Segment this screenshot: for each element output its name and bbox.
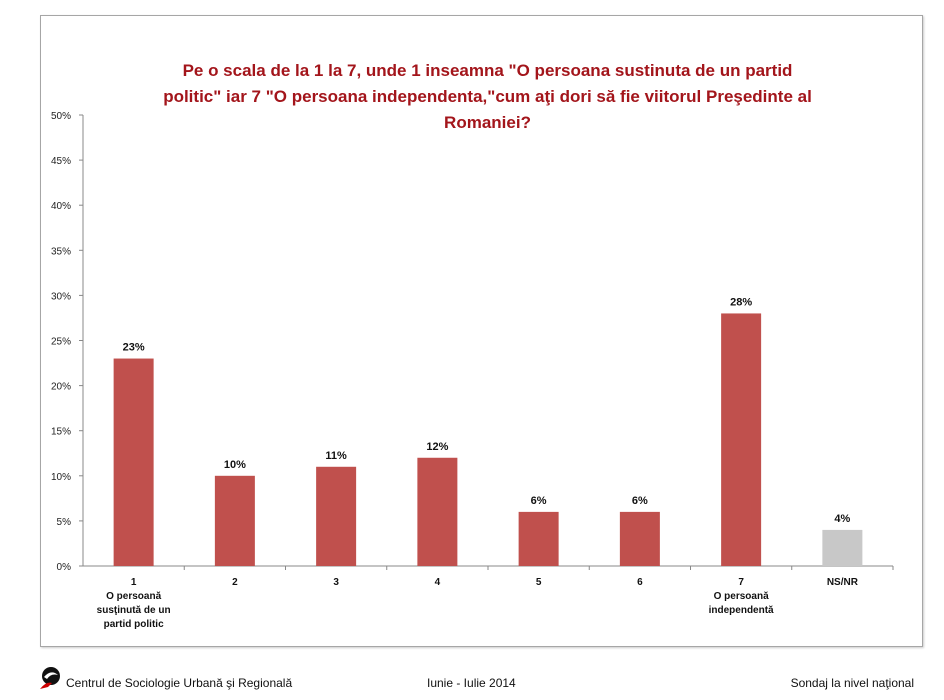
y-tick-label: 35%	[51, 246, 71, 257]
cssur-logo-icon	[40, 667, 60, 689]
data-label: 6%	[531, 495, 547, 507]
y-tick-label: 15%	[51, 427, 71, 438]
y-tick-label: 50%	[51, 111, 71, 122]
y-tick-label: 45%	[51, 156, 71, 167]
title-line: politic" iar 7 "O persoana independenta,…	[163, 87, 812, 106]
x-tick-label: 5	[536, 577, 542, 588]
data-label: 4%	[834, 513, 850, 525]
x-tick-sublabel: O persoană	[106, 591, 161, 602]
footer-organization: Centrul de Sociologie Urbană şi Regional…	[66, 676, 293, 690]
footer-period: Iunie - Iulie 2014	[427, 676, 516, 690]
x-tick-label: 1	[131, 577, 137, 588]
y-tick-label: 5%	[57, 517, 72, 528]
y-tick-label: 30%	[51, 291, 71, 302]
bar	[417, 457, 458, 566]
y-tick-label: 20%	[51, 382, 71, 393]
x-tick-label: 2	[232, 577, 238, 588]
chart-title: Pe o scala de la 1 la 7, unde 1 inseamna…	[140, 58, 835, 136]
y-tick-label: 0%	[57, 562, 72, 573]
bar	[214, 475, 255, 566]
data-label: 6%	[632, 495, 648, 507]
x-tick-label: 6	[637, 577, 643, 588]
x-tick-label: NS/NR	[827, 577, 859, 588]
bar	[113, 358, 154, 566]
y-tick-label: 40%	[51, 201, 71, 212]
bar	[721, 313, 762, 566]
y-tick-label: 10%	[51, 472, 71, 483]
data-label: 12%	[426, 441, 448, 453]
data-label: 10%	[224, 459, 246, 471]
x-tick-sublabel: O persoană	[714, 591, 769, 602]
x-tick-sublabel: partid politic	[104, 619, 164, 630]
chart-frame	[40, 15, 923, 647]
data-label: 11%	[325, 450, 347, 462]
x-tick-sublabel: susţinută de un	[97, 605, 171, 616]
x-tick-label: 4	[435, 577, 441, 588]
x-tick-label: 7	[738, 577, 744, 588]
title-line: Romaniei?	[444, 113, 531, 132]
y-tick-label: 25%	[51, 337, 71, 348]
bar	[619, 511, 660, 566]
bar	[316, 466, 357, 566]
x-tick-label: 3	[333, 577, 339, 588]
bar	[518, 511, 559, 566]
x-tick-sublabel: independentă	[709, 605, 774, 616]
data-label: 28%	[730, 296, 752, 308]
bar	[822, 529, 863, 566]
footer-survey: Sondaj la nivel naţional	[790, 676, 914, 690]
title-line: Pe o scala de la 1 la 7, unde 1 inseamna…	[182, 61, 793, 80]
data-label: 23%	[123, 342, 145, 354]
